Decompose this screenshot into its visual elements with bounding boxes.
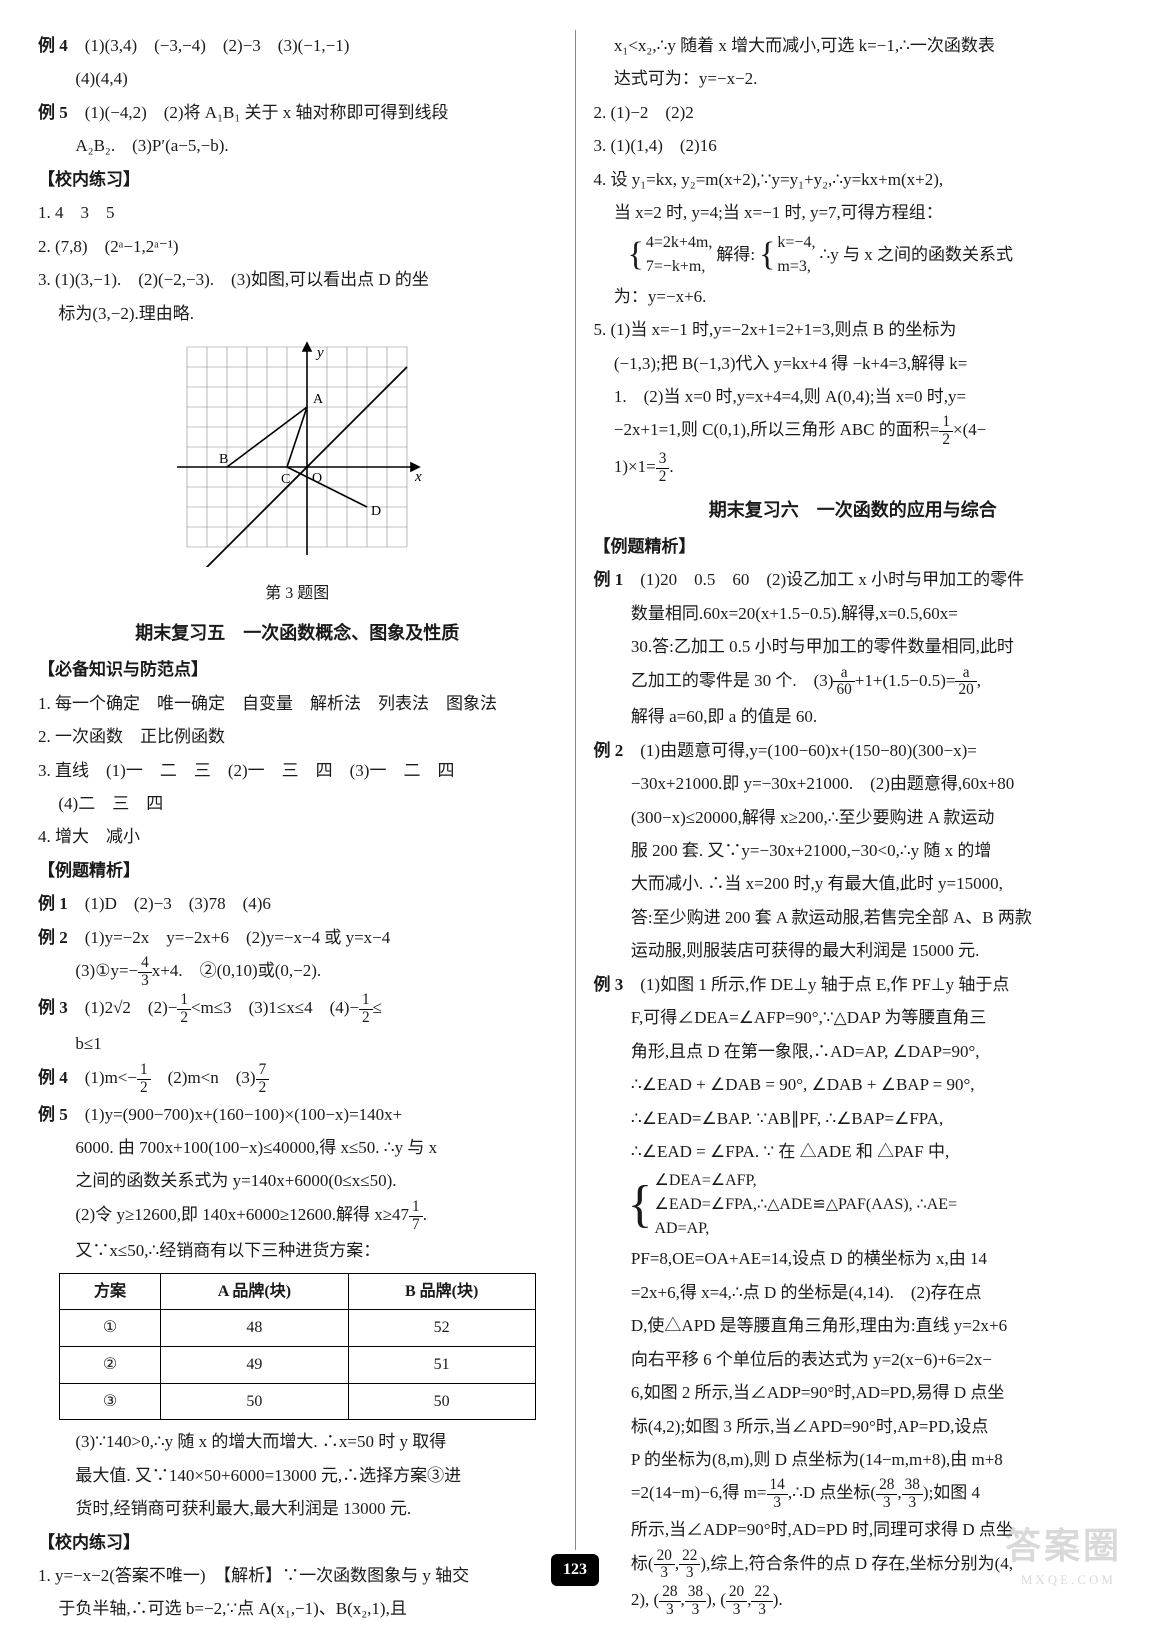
ex5-line2: A₂B₂. (3)P′(a−5,−b). xyxy=(38,130,557,161)
e3-l1: 例 3 (1)2√2 (2)−12<m≤3 (3)1≤x≤4 (4)−12≤ xyxy=(38,992,557,1027)
svg-text:A: A xyxy=(313,392,324,407)
r3-l6: ∴∠EAD = ∠FPA. ∵ 在 △ADE 和 △PAF 中, xyxy=(594,1136,1113,1167)
q4a: 4. 设 y₁=kx, y₂=m(x+2),∵y=y₁+y₂,∴y=kx+m(x… xyxy=(594,164,1113,195)
r1-l5: 解得 a=60,即 a 的值是 60. xyxy=(594,701,1113,732)
q3: 3. (1)(1,4) (2)16 xyxy=(594,130,1113,161)
r3-l11: 6,如图 2 所示,当∠ADP=90°时,AD=PD,易得 D 点坐 xyxy=(594,1377,1113,1408)
r1-l2: 数量相同.60x=20(x+1.5−0.5).解得,x=0.5,60x= xyxy=(594,598,1113,629)
r3-l2: F,可得∠DEA=∠AFP=90°,∵△DAP 为等腰直角三 xyxy=(594,1002,1113,1033)
k1: 1. 每一个确定 唯一确定 自变量 解析法 列表法 图象法 xyxy=(38,688,557,719)
cont1: x₁<x₂,∴y 随着 x 增大而减小,可选 k=−1,∴一次函数表 xyxy=(594,30,1113,61)
r3-brace: { ∠DEA=∠AFP, ∠EAD=∠FPA,∴△ADE≌△PAF(AAS), … xyxy=(628,1169,1113,1241)
q2: 2. (1)−2 (2)2 xyxy=(594,97,1113,128)
ex4-line1: 例 4 (1)(3,4) (−3,−4) (2)−3 (3)(−1,−1) xyxy=(38,30,557,61)
p1: 1. 4 3 5 xyxy=(38,197,557,228)
svg-text:O: O xyxy=(312,471,322,486)
svg-text:D: D xyxy=(371,504,381,519)
e5-l3: 之间的函数关系式为 y=140x+6000(0≤x≤50). xyxy=(38,1165,557,1196)
e5-l8: 货时,经销商可获利最大,最大利润是 13000 元. xyxy=(38,1493,557,1524)
k3a: 3. 直线 (1)一 二 三 (2)一 三 四 (3)一 二 四 xyxy=(38,755,557,786)
review6-title: 期末复习六 一次函数的应用与综合 xyxy=(594,494,1113,527)
r2-l4: 服 200 套. 又∵y=−30x+21000,−30<0,∴y 随 x 的增 xyxy=(594,835,1113,866)
pp1a: 1. y=−x−2(答案不唯一) 【解析】∵一次函数图象与 y 轴交 xyxy=(38,1560,557,1591)
svg-text:B: B xyxy=(219,452,228,467)
r2-l6: 答:至少购进 200 套 A 款运动服,若售完全部 A、B 两款 xyxy=(594,902,1113,933)
e1: 例 1 (1)D (2)−3 (3)78 (4)6 xyxy=(38,888,557,919)
r2-l2: −30x+21000.即 y=−30x+21000. (2)由题意得,60x+8… xyxy=(594,768,1113,799)
ex4-line2: (4)(4,4) xyxy=(38,63,557,94)
e5-l7: 最大值. 又∵140×50+6000=13000 元,∴选择方案③进 xyxy=(38,1460,557,1491)
r1-l1: 例 1 (1)20 0.5 60 (2)设乙加工 x 小时与甲加工的零件 xyxy=(594,564,1113,595)
r3-l8: =2x+6,得 x=4,∴点 D 的坐标是(4,14). (2)存在点 xyxy=(594,1277,1113,1308)
e4: 例 4 (1)m<−12 (2)m<n (3)72 xyxy=(38,1062,557,1097)
r3-l3: 角形,且点 D 在第一象限,∴AD=AP, ∠DAP=90°, xyxy=(594,1036,1113,1067)
examples-header: 【例题精析】 xyxy=(38,855,557,886)
pp1b: 于负半轴,∴可选 b=−2,∵点 A(x₁,−1)、B(x₂,1),且 xyxy=(38,1593,557,1624)
brace-icon: { xyxy=(628,1179,653,1231)
e2-l2: (3)①y=−43x+4. ②(0,10)或(0,−2). xyxy=(38,955,557,990)
e5-l5: 又∵x≤50,∴经销商有以下三种进货方案： xyxy=(38,1235,557,1266)
cont2: 达式可为：y=−x−2. xyxy=(594,63,1113,94)
k4: 4. 增大 减小 xyxy=(38,821,557,852)
left-column: 例 4 (1)(3,4) (−3,−4) (2)−3 (3)(−1,−1) (4… xyxy=(38,30,557,1550)
brace-icon: { xyxy=(628,238,644,272)
right-column: x₁<x₂,∴y 随着 x 增大而减小,可选 k=−1,∴一次函数表 达式可为：… xyxy=(594,30,1113,1550)
knowledge-header: 【必备知识与防范点】 xyxy=(38,654,557,685)
column-divider xyxy=(575,30,576,1550)
p2: 2. (7,8) (2ᵃ−1,2ᵃ⁻¹) xyxy=(38,231,557,262)
practice-header: 【校内练习】 xyxy=(38,164,557,195)
r1-l3: 30.答:乙加工 0.5 小时与甲加工的零件数量相同,此时 xyxy=(594,631,1113,662)
r3-l9: D,使△APD 是等腰直角三角形,理由为:直线 y=2x+6 xyxy=(594,1310,1113,1341)
q5b: (−1,3);把 B(−1,3)代入 y=kx+4 得 −k+4=3,解得 k= xyxy=(594,348,1113,379)
e5-l6: (3)∵140>0,∴y 随 x 的增大而增大. ∴x=50 时 y 取得 xyxy=(38,1426,557,1457)
k3b: (4)二 三 四 xyxy=(38,788,557,819)
r3-l7: PF=8,OE=OA+AE=14,设点 D 的横坐标为 x,由 14 xyxy=(594,1243,1113,1274)
q4b: 当 x=2 时, y=4;当 x=−1 时, y=7,可得方程组： xyxy=(594,197,1113,228)
svg-text:x: x xyxy=(414,469,422,485)
examples-header-r: 【例题精析】 xyxy=(594,531,1113,562)
r3-l10: 向右平移 6 个单位后的表达式为 y=2(x−6)+6=2x− xyxy=(594,1344,1113,1375)
review5-title: 期末复习五 一次函数概念、图象及性质 xyxy=(38,617,557,650)
r2-l5: 大而减小. ∴当 x=200 时,y 有最大值,此时 y=15000, xyxy=(594,868,1113,899)
r3-l13: P 的坐标为(8,m),则 D 点坐标为(14−m,m+8),由 m+8 xyxy=(594,1444,1113,1475)
graph-container: y x A B C O D 第 3 题图 xyxy=(38,337,557,609)
r3-l12: 标(4,2);如图 3 所示,当∠APD=90°时,AP=PD,设点 xyxy=(594,1411,1113,1442)
r1-l4: 乙加工的零件是 30 个. (3)a60+1+(1.5−0.5)=a20, xyxy=(594,665,1113,700)
r2-l3: (300−x)≤20000,解得 x≥200,∴至少要购进 A 款运动 xyxy=(594,802,1113,833)
q5e: 1)×1=32. xyxy=(594,451,1113,486)
q5c: 1. (2)当 x=0 时,y=x+4=4,则 A(0,4);当 x=0 时,y… xyxy=(594,381,1113,412)
ex5-line1: 例 5 (1)(−4,2) (2)将 A₁B₁ 关于 x 轴对称即可得到线段 xyxy=(38,97,557,128)
practice2-header: 【校内练习】 xyxy=(38,1527,557,1558)
q4-brace: { 4=2k+4m,7=−k+m, 解得: { k=−4,m=3, ∴y 与 x… xyxy=(628,231,1113,279)
watermark-sub: MXQE.COM xyxy=(1021,1568,1116,1592)
k2: 2. 一次函数 正比例函数 xyxy=(38,721,557,752)
page-number: 123 xyxy=(551,1554,599,1586)
r3-l14: =2(14−m)−6,得 m=143,∴D 点坐标(283,383);如图 4 xyxy=(594,1477,1113,1512)
e3-l2: b≤1 xyxy=(38,1028,557,1059)
two-column-layout: 例 4 (1)(3,4) (−3,−4) (2)−3 (3)(−1,−1) (4… xyxy=(38,30,1112,1550)
r2-l1: 例 2 (1)由题意可得,y=(100−60)x+(150−80)(300−x)… xyxy=(594,735,1113,766)
p3a: 3. (1)(3,−1). (2)(−2,−3). (3)如图,可以看出点 D … xyxy=(38,264,557,295)
p3b: 标为(3,−2).理由略. xyxy=(38,298,557,329)
r3-l1: 例 3 (1)如图 1 所示,作 DE⊥y 轴于点 E,作 PF⊥y 轴于点 xyxy=(594,969,1113,1000)
e2-l1: 例 2 (1)y=−2x y=−2x+6 (2)y=−x−4 或 y=x−4 xyxy=(38,922,557,953)
graph-svg: y x A B C O D xyxy=(167,337,427,567)
e5-l4: (2)令 y≥12600,即 140x+6000≥12600.解得 x≥4717… xyxy=(38,1199,557,1234)
svg-text:C: C xyxy=(281,472,290,487)
r3-l5: ∴∠EAD=∠BAP. ∵AB∥PF, ∴∠BAP=∠FPA, xyxy=(594,1103,1113,1134)
q4c: 为：y=−x+6. xyxy=(594,281,1113,312)
plan-table: 方案A 品牌(块)B 品牌(块) ①4852 ②4951 ③5050 xyxy=(59,1273,536,1420)
r2-l7: 运动服,则服装店可获得的最大利润是 15000 元. xyxy=(594,935,1113,966)
e5-l2: 6000. 由 700x+100(100−x)≤40000,得 x≤50. ∴y… xyxy=(38,1132,557,1163)
svg-text:y: y xyxy=(315,345,324,361)
r3-l4: ∴∠EAD + ∠DAB = 90°, ∠DAB + ∠BAP = 90°, xyxy=(594,1069,1113,1100)
brace-icon: { xyxy=(759,238,775,272)
q5d: −2x+1=1,则 C(0,1),所以三角形 ABC 的面积=12×(4− xyxy=(594,414,1113,449)
e5-l1: 例 5 (1)y=(900−700)x+(160−100)×(100−x)=14… xyxy=(38,1099,557,1130)
q5a: 5. (1)当 x=−1 时,y=−2x+1=2+1=3,则点 B 的坐标为 xyxy=(594,314,1113,345)
graph-caption: 第 3 题图 xyxy=(38,579,557,609)
